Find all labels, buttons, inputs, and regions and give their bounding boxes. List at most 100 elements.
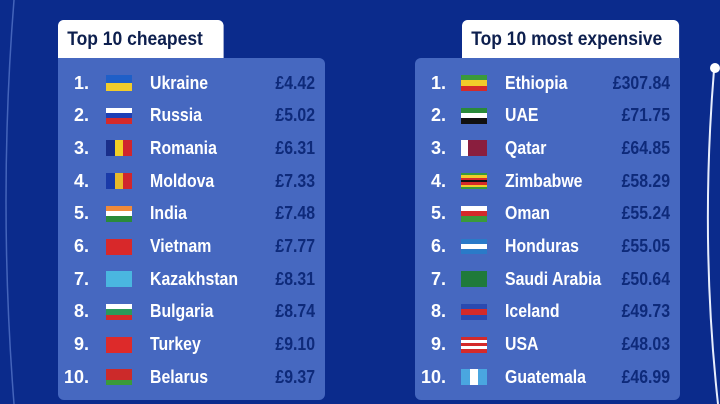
table-row: 9. USA £48.03 [415, 330, 680, 360]
table-row: 1. Ethiopia £307.84 [415, 68, 680, 98]
table-row: 10. Belarus £9.37 [58, 362, 325, 392]
flag-icon [106, 271, 132, 288]
country-name: Ukraine [150, 72, 209, 93]
price: £58.29 [621, 170, 670, 191]
rank: 7. [430, 268, 446, 289]
price: £9.37 [275, 366, 315, 387]
country-name: UAE [505, 105, 539, 126]
price: £50.64 [621, 268, 670, 289]
rank: 1. [430, 72, 446, 93]
price: £5.02 [275, 105, 315, 126]
cheapest-title: Top 10 cheapest [58, 20, 224, 59]
flag-icon [461, 369, 487, 386]
table-row: 10. Guatemala £46.99 [415, 362, 680, 392]
table-row: 3. Qatar £64.85 [415, 133, 680, 163]
rank: 7. [73, 268, 89, 289]
price: £55.05 [621, 236, 670, 256]
rank: 8. [73, 301, 89, 322]
rank: 10. [420, 366, 446, 387]
flag-icon [106, 173, 132, 190]
country-name: Russia [150, 105, 202, 126]
table-row: 7. Saudi Arabia £50.64 [415, 264, 680, 294]
price: £7.77 [275, 236, 315, 256]
price: £4.42 [275, 72, 315, 93]
country-name: Moldova [150, 170, 215, 191]
flag-icon [106, 205, 132, 222]
country-name: Guatemala [505, 366, 587, 387]
country-name: USA [505, 334, 539, 355]
country-name: Belarus [150, 366, 209, 387]
flag-icon [461, 140, 487, 157]
rank: 9. [430, 334, 446, 355]
rank: 9. [73, 334, 89, 355]
price: £48.03 [621, 334, 670, 355]
rank: 5. [430, 203, 446, 224]
price: £9.10 [275, 334, 315, 355]
table-row: 4. Moldova £7.33 [58, 166, 325, 196]
flag-icon [106, 238, 132, 255]
flag-icon [461, 107, 487, 124]
price: £8.31 [275, 268, 315, 289]
country-name: Kazakhstan [150, 268, 239, 289]
rank: 4. [430, 170, 446, 191]
table-row: 6. Honduras £55.05 [415, 232, 680, 262]
rank: 2. [430, 105, 446, 126]
cheapest-table: 1. Ukraine £4.42 2. Russia £5.02 3. Romani… [58, 58, 325, 400]
price: £8.74 [275, 301, 315, 322]
rank: 6. [73, 236, 89, 256]
table-row: 7. Kazakhstan £8.31 [58, 264, 325, 294]
country-name: Oman [505, 203, 550, 224]
country-name: Zimbabwe [505, 170, 583, 191]
country-name: India [150, 203, 187, 224]
price: £307.84 [612, 72, 670, 93]
price: £71.75 [621, 105, 670, 126]
country-name: Saudi Arabia [505, 268, 602, 289]
flag-icon [106, 336, 132, 353]
flag-icon [106, 75, 132, 91]
rank: 1. [73, 72, 89, 93]
table-row: 5. Oman £55.24 [415, 199, 680, 229]
table-row: 6. Vietnam £7.77 [58, 232, 325, 262]
table-row: 8. Iceland £49.73 [415, 297, 680, 327]
table-row: 8. Bulgaria £8.74 [58, 297, 325, 327]
flag-icon [461, 173, 487, 190]
flag-icon [106, 303, 132, 320]
country-name: Vietnam [150, 236, 212, 256]
rank: 3. [73, 137, 89, 158]
flag-icon [461, 271, 487, 288]
table-row: 2. UAE £71.75 [415, 101, 680, 131]
table-row: 9. Turkey £9.10 [58, 330, 325, 360]
flag-icon [106, 107, 132, 124]
price: £64.85 [621, 137, 670, 158]
country-name: Romania [150, 137, 217, 158]
rank: 6. [430, 236, 446, 256]
flag-icon [461, 205, 487, 222]
country-name: Ethiopia [505, 72, 568, 93]
flag-icon [461, 75, 487, 91]
country-name: Iceland [505, 301, 560, 322]
price: £7.48 [275, 203, 315, 224]
country-name: Qatar [505, 137, 547, 158]
price: £7.33 [275, 170, 315, 191]
decorative-dot [710, 63, 720, 73]
price: £6.31 [275, 137, 315, 158]
country-name: Bulgaria [150, 301, 214, 322]
flag-icon [106, 369, 132, 386]
rank: 5. [73, 203, 89, 224]
rank: 2. [73, 105, 89, 126]
table-row: 1. Ukraine £4.42 [58, 68, 325, 98]
rank: 3. [430, 137, 446, 158]
price: £55.24 [621, 203, 670, 224]
table-row: 5. India £7.48 [58, 199, 325, 229]
table-row: 4. Zimbabwe £58.29 [415, 166, 680, 196]
expensive-title: Top 10 most expensive [462, 20, 680, 59]
rank: 4. [73, 170, 89, 191]
table-row: 3. Romania £6.31 [58, 133, 325, 163]
flag-icon [461, 336, 487, 353]
country-name: Turkey [150, 334, 201, 355]
price: £49.73 [621, 301, 670, 322]
price: £46.99 [621, 366, 670, 387]
table-row: 2. Russia £5.02 [58, 101, 325, 131]
rank: 8. [430, 301, 446, 322]
